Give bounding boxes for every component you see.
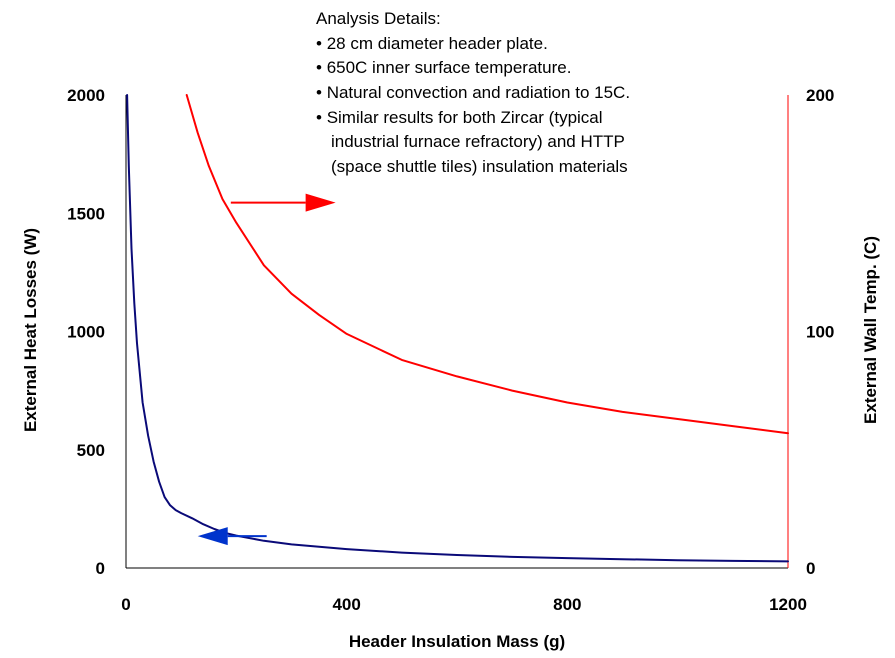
y-tick-label: 1500 [67,204,105,223]
x-tick-labels: 0 400 800 1200 [121,595,807,614]
y-axis-title: External Heat Losses (W) [21,228,40,432]
note-bullet-4: • Similar results for both Zircar (typic… [316,108,603,127]
note-bullet-3: • Natural convection and radiation to 15… [316,83,630,102]
y-tick-label: 1000 [67,323,105,342]
wall-temp-series-line [185,94,789,435]
arrow-layer [197,193,336,546]
arrow-right-head [305,193,336,212]
y-tick-label: 500 [77,441,105,460]
x-tick-label: 1200 [769,595,807,614]
note-heading: Analysis Details: [316,9,441,28]
y2-tick-label: 0 [806,559,815,578]
note-bullet-1: • 28 cm diameter header plate. [316,34,548,53]
analysis-details-note: Analysis Details: • 28 cm diameter heade… [316,9,630,176]
y2-tick-labels: 0 100 200 [806,86,834,578]
y2-axis-title: External Wall Temp. (C) [861,236,880,424]
note-bullet-4-line-2: industrial furnace refractory) and HTTP [331,132,625,151]
note-bullet-2: • 650C inner surface temperature. [316,58,571,77]
series-layer [126,94,789,563]
note-bullet-4-line-3: (space shuttle tiles) insulation materia… [331,157,628,176]
y-tick-label: 2000 [67,86,105,105]
y2-tick-label: 200 [806,86,834,105]
x-axis-title: Header Insulation Mass (g) [349,632,565,651]
arrow-left-head [197,527,228,546]
y-tick-label: 0 [96,559,105,578]
x-tick-label: 800 [553,595,581,614]
y2-tick-label: 100 [806,323,834,342]
x-tick-label: 400 [332,595,360,614]
y-tick-labels: 0 500 1000 1500 2000 [67,86,105,578]
heat-loss-series-line [126,94,789,563]
x-tick-label: 0 [121,595,130,614]
